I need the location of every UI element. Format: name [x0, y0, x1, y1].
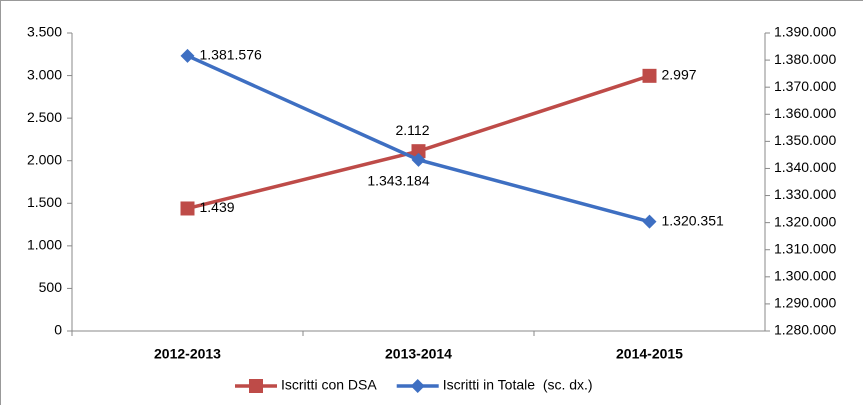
- marker: [249, 379, 263, 393]
- y-tick-label: 2.000: [27, 151, 62, 167]
- marker: [180, 201, 195, 216]
- data-label: 1.343.184: [367, 173, 429, 189]
- y2-tick-label: 1.370.000: [774, 78, 836, 94]
- y2-tick-label: 1.380.000: [774, 51, 836, 67]
- y2-tick-label: 1.350.000: [774, 132, 836, 148]
- y-tick-label: 500: [39, 279, 63, 295]
- legend-label: Iscritti in Totale (sc. dx.): [443, 377, 593, 393]
- y2-tick-label: 1.330.000: [774, 186, 836, 202]
- y2-tick-label: 1.290.000: [774, 295, 836, 311]
- y-tick-label: 1.000: [27, 237, 62, 253]
- y-tick-label: 2.500: [27, 109, 62, 125]
- y2-tick-label: 1.340.000: [774, 159, 836, 175]
- y2-tick-label: 1.280.000: [774, 322, 836, 338]
- marker: [642, 68, 657, 83]
- y2-tick-label: 1.300.000: [774, 268, 836, 284]
- legend-label: Iscritti con DSA: [281, 377, 377, 393]
- y-tick-label: 3.000: [27, 66, 62, 82]
- data-label: 1.381.576: [200, 47, 262, 63]
- marker: [180, 48, 195, 63]
- x-tick-label: 2014-2015: [616, 346, 683, 362]
- y2-tick-label: 1.390.000: [774, 24, 836, 40]
- marker: [411, 144, 426, 159]
- x-tick-label: 2013-2014: [385, 346, 452, 362]
- marker: [642, 214, 657, 229]
- x-tick-label: 2012-2013: [154, 346, 221, 362]
- data-label: 1.439: [200, 199, 235, 215]
- y2-tick-label: 1.360.000: [774, 105, 836, 121]
- data-label: 1.320.351: [662, 212, 724, 228]
- y-tick-label: 3.500: [27, 24, 62, 40]
- y-tick-label: 1.500: [27, 194, 62, 210]
- y2-tick-label: 1.320.000: [774, 213, 836, 229]
- y2-tick-label: 1.310.000: [774, 240, 836, 256]
- data-label: 2.997: [662, 67, 697, 83]
- marker: [411, 152, 426, 167]
- data-label: 2.112: [396, 122, 430, 138]
- marker: [410, 379, 425, 393]
- y-tick-label: 0: [54, 322, 62, 338]
